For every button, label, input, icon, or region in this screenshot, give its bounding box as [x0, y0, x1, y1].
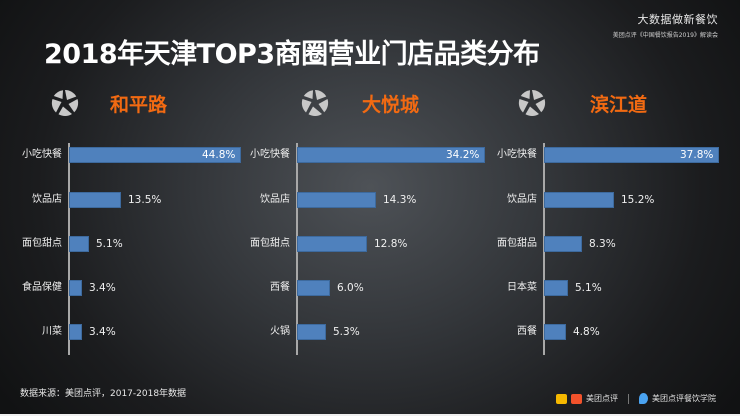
category-label: 火锅	[270, 326, 290, 337]
category-label: 饮品店	[32, 194, 62, 205]
value-label: 34.2%	[446, 149, 480, 161]
footer-divider	[628, 393, 629, 404]
chart-title: 滨江道	[590, 94, 648, 116]
data-source-note: 数据来源：美团点评，2017-2018年数据	[20, 389, 187, 399]
bar	[544, 280, 568, 296]
value-label: 4.8%	[573, 326, 600, 338]
bar	[69, 280, 82, 296]
academy-logo-icon	[639, 393, 648, 404]
footer-logo1-text: 美团点评	[586, 394, 618, 403]
category-label: 食品保健	[22, 282, 62, 293]
value-label: 5.1%	[575, 282, 602, 294]
category-label: 饮品店	[507, 194, 537, 205]
bar	[544, 192, 614, 208]
brand-header: 大数据做新餐饮 美团点评《中国餐饮报告2019》解读会	[613, 11, 718, 39]
aperture-icon	[517, 88, 547, 118]
bar	[69, 192, 121, 208]
chart-title: 大悦城	[362, 94, 420, 116]
value-label: 13.5%	[128, 194, 162, 206]
category-label: 西餐	[517, 326, 537, 337]
value-label: 5.1%	[96, 238, 123, 250]
aperture-icon	[50, 88, 80, 118]
aperture-icon	[300, 88, 330, 118]
category-label: 小吃快餐	[22, 149, 62, 160]
page-title: 2018年天津TOP3商圈营业门店品类分布	[44, 39, 540, 70]
category-label: 日本菜	[507, 282, 537, 293]
category-label: 西餐	[270, 282, 290, 293]
category-label: 饮品店	[260, 194, 290, 205]
bar	[69, 147, 241, 163]
category-label: 小吃快餐	[250, 149, 290, 160]
bar	[297, 147, 485, 163]
category-label: 川菜	[42, 326, 62, 337]
bar	[544, 324, 566, 340]
value-label: 3.4%	[89, 282, 116, 294]
brand-tagline: 大数据做新餐饮	[637, 13, 718, 26]
bar	[297, 324, 326, 340]
category-label: 面包甜品	[497, 238, 537, 249]
chart-title: 和平路	[110, 94, 168, 116]
bar	[544, 236, 582, 252]
bar	[69, 236, 89, 252]
value-label: 15.2%	[621, 194, 655, 206]
value-label: 37.8%	[680, 149, 714, 161]
value-label: 3.4%	[89, 326, 116, 338]
bar	[297, 192, 376, 208]
footer-logo2-text: 美团点评餐饮学院	[652, 394, 716, 403]
category-label: 面包甜点	[22, 238, 62, 249]
value-label: 44.8%	[202, 149, 236, 161]
value-label: 8.3%	[589, 238, 616, 250]
chart-axis	[68, 143, 70, 355]
bottom-divider	[0, 414, 740, 416]
bar	[544, 147, 719, 163]
category-label: 面包甜点	[250, 238, 290, 249]
value-label: 6.0%	[337, 282, 364, 294]
brand-subtitle: 美团点评《中国餐饮报告2019》解读会	[612, 32, 718, 39]
meituan-logo-icon	[556, 393, 567, 404]
dianping-logo-icon	[571, 393, 582, 404]
chart-axis	[296, 143, 298, 355]
bar	[297, 236, 367, 252]
value-label: 5.3%	[333, 326, 360, 338]
value-label: 12.8%	[374, 238, 408, 250]
footer-logos: 美团点评 美团点评餐饮学院	[556, 393, 716, 404]
bar	[297, 280, 330, 296]
chart-axis	[543, 143, 545, 355]
category-label: 小吃快餐	[497, 149, 537, 160]
value-label: 14.3%	[383, 194, 417, 206]
bar	[69, 324, 82, 340]
